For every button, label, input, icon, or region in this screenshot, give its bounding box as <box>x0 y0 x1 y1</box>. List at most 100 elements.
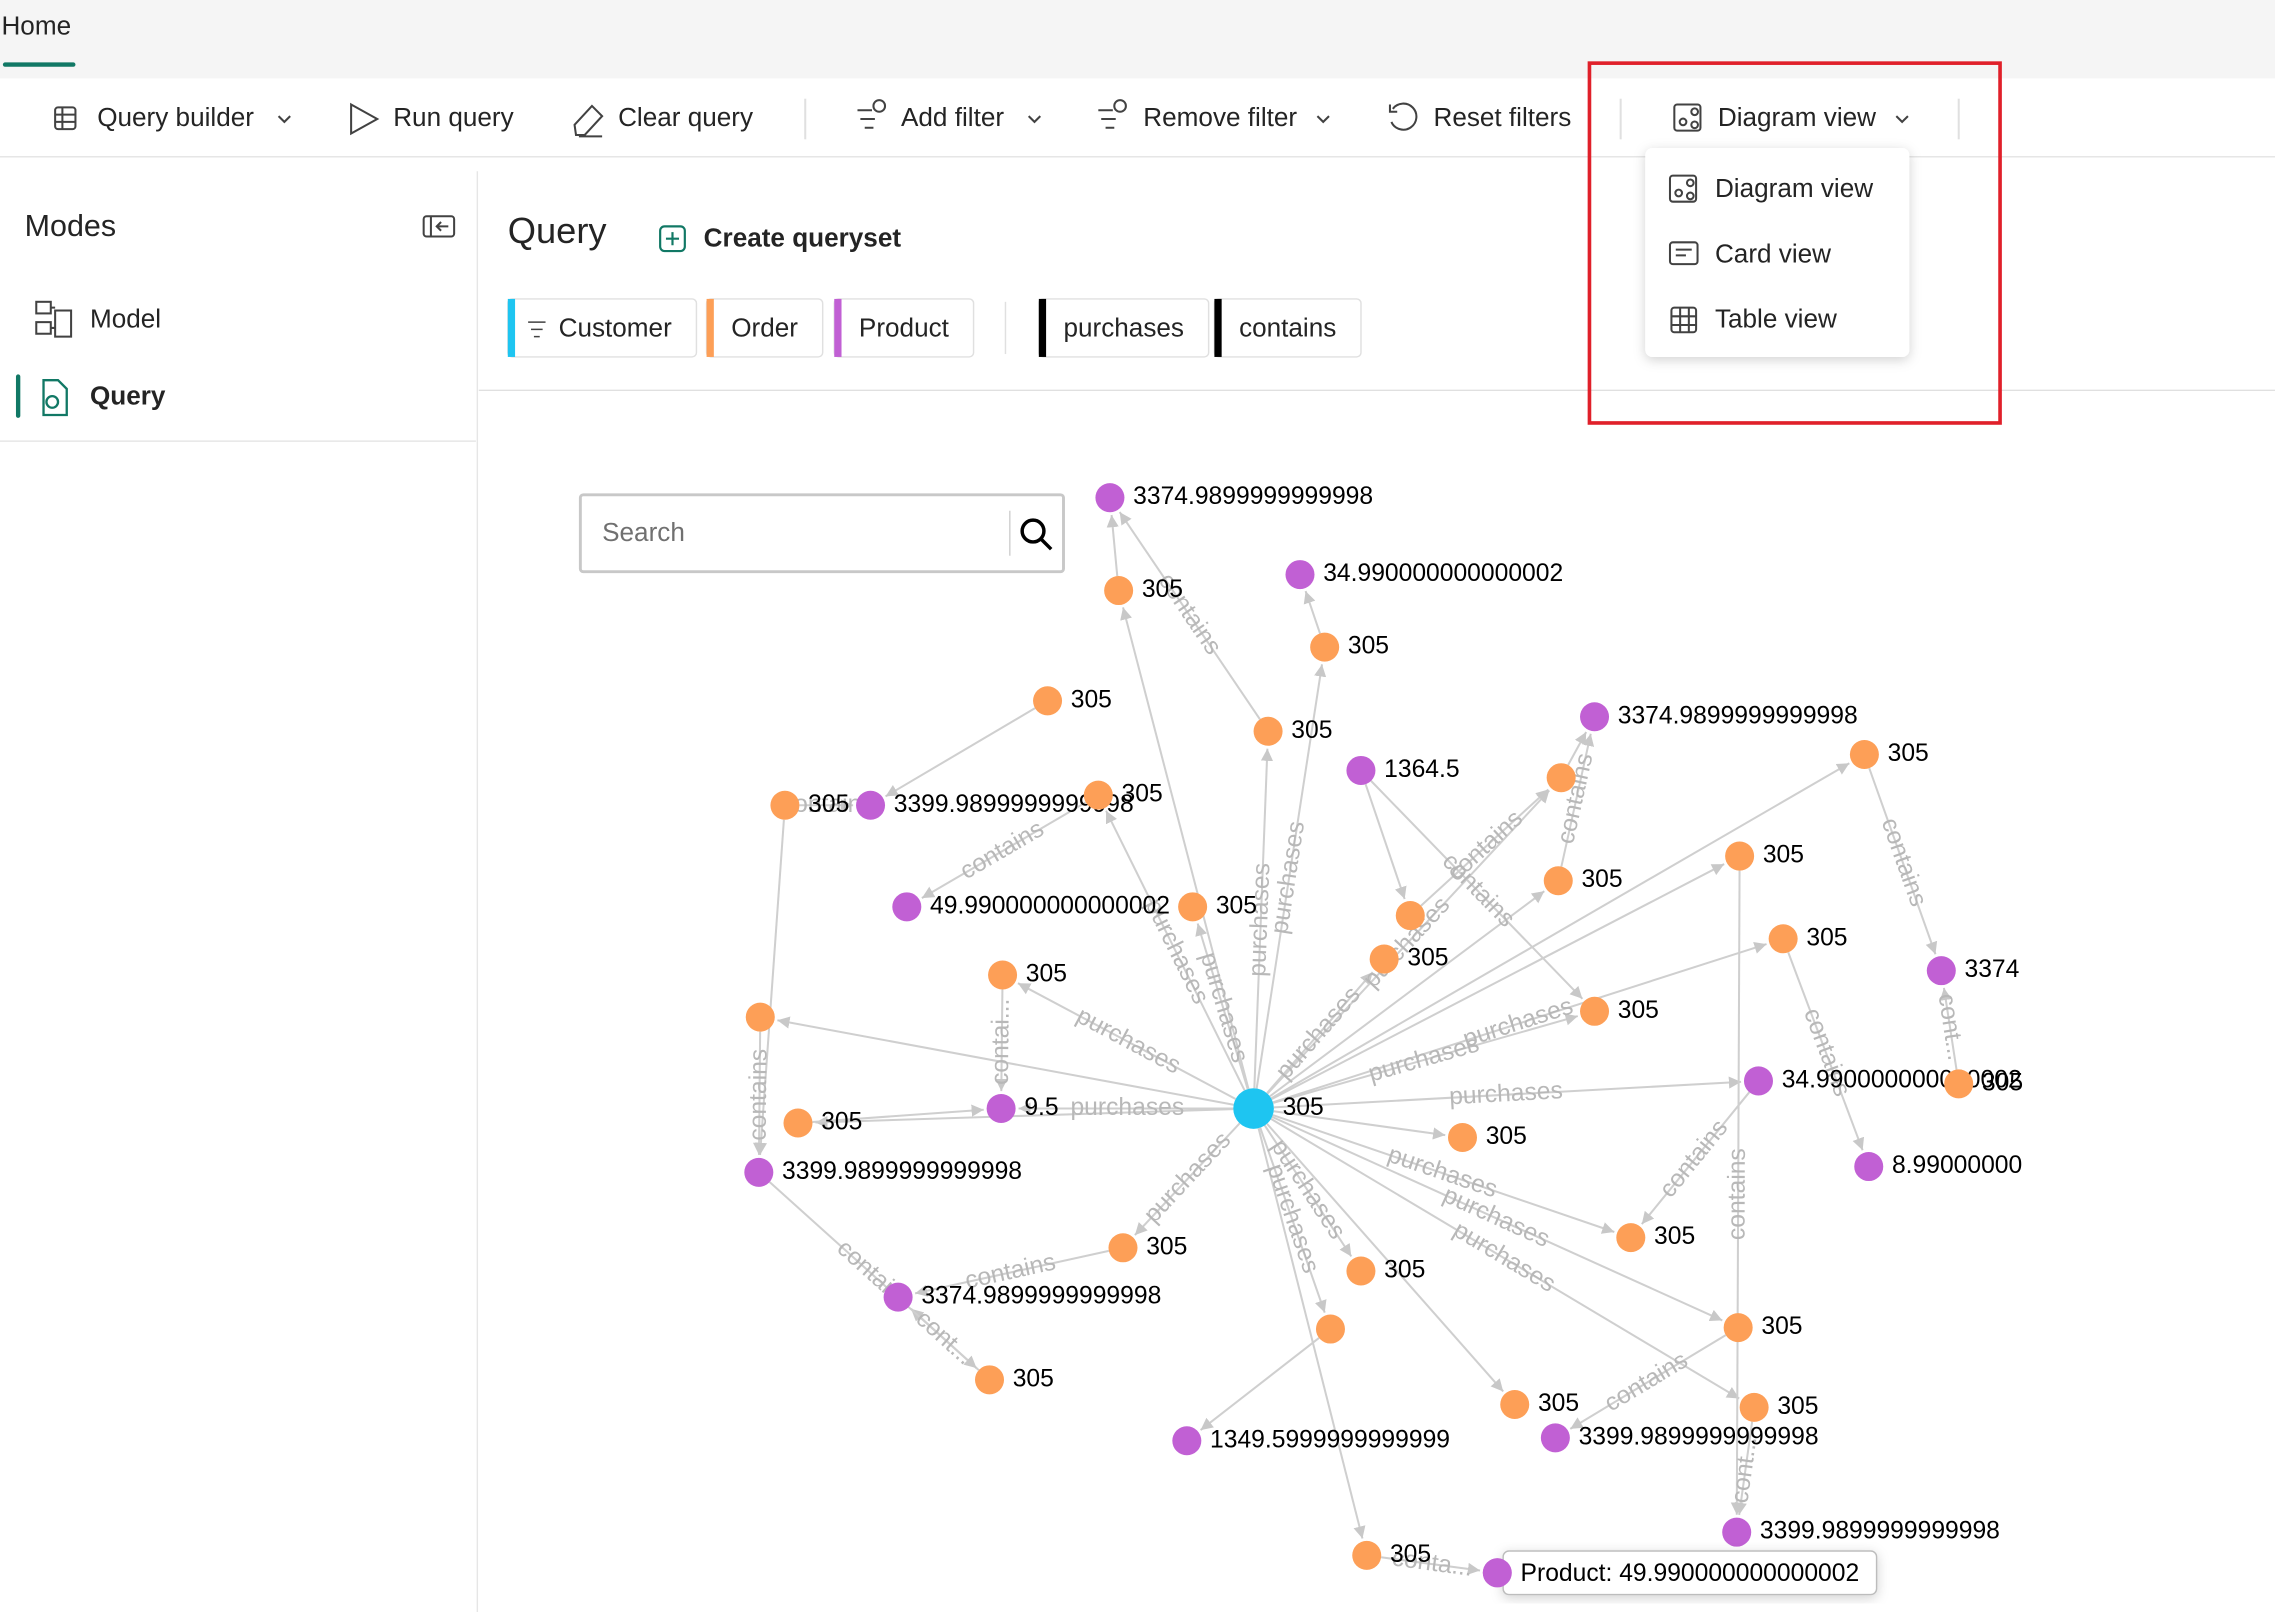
node[interactable] <box>1482 1558 1512 1588</box>
toolbar-button[interactable]: Clear query <box>618 102 753 132</box>
edge-label: purchases <box>1070 1094 1184 1121</box>
node[interactable] <box>856 790 886 820</box>
node[interactable] <box>1500 1389 1530 1420</box>
toolbar-button[interactable]: Query builder <box>97 102 254 132</box>
edge <box>1270 762 1850 1100</box>
edge <box>995 989 1008 1092</box>
node[interactable] <box>1616 1223 1646 1253</box>
node[interactable] <box>744 1157 774 1187</box>
node[interactable] <box>1108 1233 1138 1263</box>
edge <box>1266 789 1551 1095</box>
node[interactable] <box>1723 1313 1753 1343</box>
create-icon[interactable] <box>659 225 686 253</box>
node[interactable] <box>1178 892 1208 922</box>
node[interactable] <box>1369 944 1399 974</box>
node[interactable] <box>1543 866 1573 896</box>
node[interactable] <box>1849 739 1879 770</box>
chip[interactable] <box>1038 298 1210 358</box>
edge <box>1266 1123 1504 1393</box>
node[interactable] <box>892 892 922 922</box>
node[interactable] <box>975 1365 1005 1395</box>
tab[interactable]: Home <box>1 10 71 40</box>
edge <box>1118 511 1261 720</box>
node[interactable] <box>1172 1426 1202 1456</box>
node[interactable] <box>1104 576 1134 606</box>
node[interactable] <box>783 1108 813 1138</box>
toolbar-button[interactable]: Run query <box>393 102 513 132</box>
node[interactable] <box>745 1002 775 1032</box>
node[interactable] <box>1768 924 1798 954</box>
node[interactable] <box>1315 1314 1345 1344</box>
edge-label: purchases <box>1139 1127 1237 1228</box>
node[interactable] <box>1725 841 1755 871</box>
menu-item[interactable]: Diagram view <box>1715 173 1873 203</box>
node-label: 305 <box>1348 633 1389 660</box>
graph: purchasespurchasespurchasespurchasespurc… <box>744 483 2023 1596</box>
node-label: 305 <box>1618 997 1659 1024</box>
node[interactable] <box>1352 1540 1382 1570</box>
node-label: 3399.9899999999998 <box>1760 1518 2000 1545</box>
selection-bar <box>15 374 21 418</box>
node[interactable] <box>1083 780 1113 810</box>
collapse-icon[interactable] <box>422 215 456 238</box>
node[interactable] <box>770 790 800 820</box>
edge-label: contains <box>1876 814 1932 910</box>
node[interactable] <box>1310 632 1340 662</box>
filter-icon <box>528 321 546 338</box>
node[interactable] <box>1722 1517 1752 1547</box>
edge <box>1017 982 1237 1100</box>
node-label: 34.990000000000002 <box>1782 1066 2022 1093</box>
node[interactable] <box>1395 901 1425 931</box>
node-label: 305 <box>1654 1223 1695 1250</box>
sidebar-item[interactable]: Query <box>90 380 166 410</box>
node-label: 3374.9899999999998 <box>1133 483 1373 510</box>
edges <box>753 511 1958 1575</box>
menu-item[interactable]: Card view <box>1715 238 1831 268</box>
edge <box>1253 748 1274 1089</box>
toolbar-button[interactable]: Diagram view <box>1718 102 1876 132</box>
edge <box>1420 788 1549 907</box>
edge <box>1271 1115 1723 1322</box>
node[interactable] <box>883 1282 913 1312</box>
toolbar-button[interactable]: Reset filters <box>1433 102 1571 132</box>
node[interactable] <box>986 1094 1016 1124</box>
node-label: 305 <box>1283 1094 1324 1121</box>
menu-item[interactable]: Table view <box>1715 304 1837 334</box>
node[interactable] <box>1580 702 1610 732</box>
search-icon[interactable] <box>1020 518 1053 551</box>
chip-color <box>1038 298 1047 357</box>
view-menu <box>1645 148 1910 357</box>
node-label: 305 <box>1486 1123 1527 1150</box>
node[interactable] <box>1854 1152 1884 1182</box>
node[interactable] <box>1926 956 1956 986</box>
toolbar-button[interactable]: Add filter <box>901 102 1004 132</box>
tab-bar <box>0 0 2275 79</box>
toolbar-button[interactable]: Remove filter <box>1143 102 1297 132</box>
create-queryset[interactable]: Create queryset <box>704 222 902 252</box>
search-box[interactable] <box>578 493 1065 574</box>
node-label: 8.99000000 <box>1892 1152 2022 1179</box>
node[interactable] <box>1580 996 1610 1026</box>
query-icon <box>42 379 68 417</box>
node[interactable] <box>1447 1123 1478 1153</box>
node[interactable] <box>1346 755 1376 785</box>
node[interactable] <box>1233 1088 1274 1129</box>
node[interactable] <box>1095 483 1125 513</box>
node[interactable] <box>1540 1423 1570 1453</box>
node[interactable] <box>1743 1066 1773 1096</box>
sidebar-item[interactable]: Model <box>90 304 161 334</box>
node-label: 1364.5 <box>1384 756 1459 783</box>
node[interactable] <box>1253 716 1283 746</box>
node[interactable] <box>1546 763 1576 793</box>
node[interactable] <box>1033 686 1063 716</box>
node[interactable] <box>1346 1256 1376 1286</box>
edge <box>1641 1091 1751 1225</box>
highlight-box <box>1587 61 2002 425</box>
node[interactable] <box>988 960 1018 990</box>
node[interactable] <box>1285 560 1315 590</box>
edge <box>777 1016 1234 1106</box>
node[interactable] <box>1739 1392 1769 1422</box>
node[interactable] <box>1944 1069 1974 1099</box>
edge <box>1868 767 1938 955</box>
